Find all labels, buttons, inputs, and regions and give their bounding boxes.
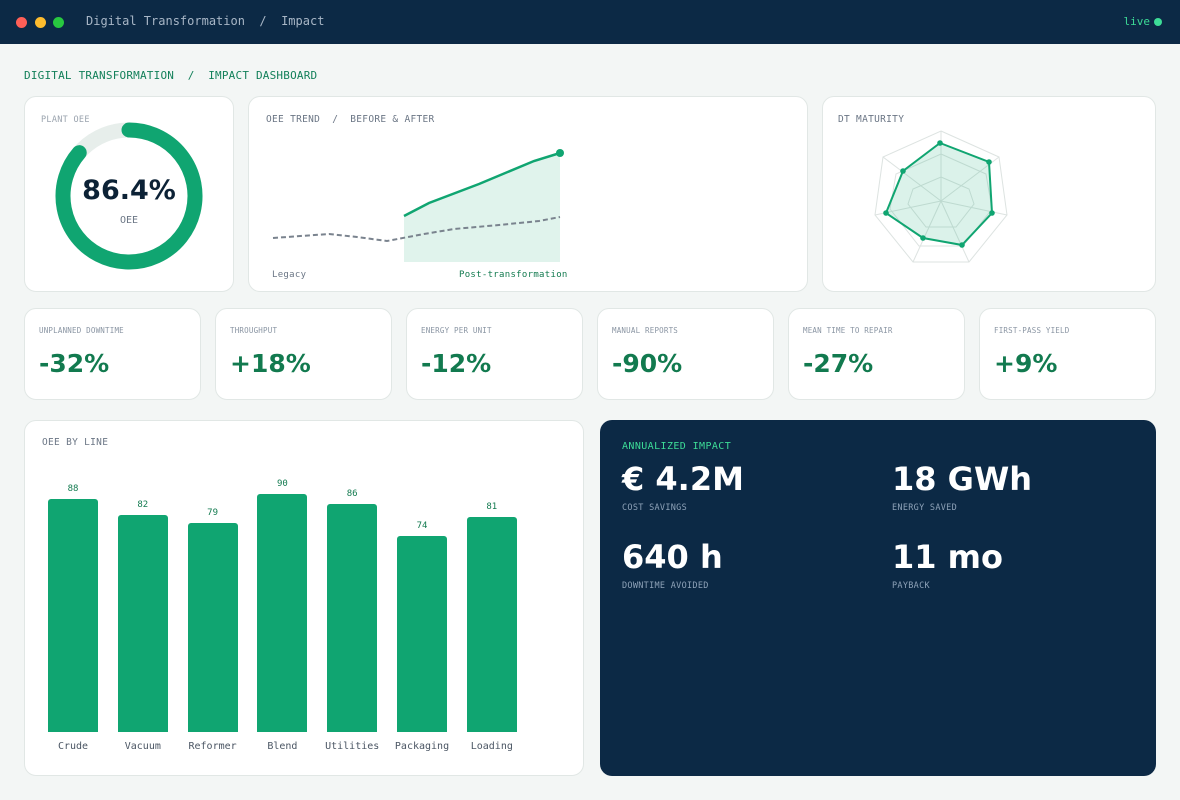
oee-donut-arc <box>55 122 203 270</box>
cost-savings-value: € 4.2M <box>622 460 744 498</box>
dt-maturity-title: DT MATURITY <box>838 114 905 125</box>
kpi-value: -27% <box>803 349 874 378</box>
live-status-dot-icon <box>1154 18 1162 26</box>
downtime-avoided-value: 640 h <box>622 538 723 576</box>
kpi-card-throughput: THROUGHPUT +18% <box>215 308 392 400</box>
plant-oee-title: PLANT OEE <box>41 115 90 125</box>
bar-category-label: Crude <box>57 741 89 752</box>
annualized-impact-title: ANNUALIZED IMPACT <box>622 441 732 452</box>
bar-utilities[interactable] <box>327 504 378 732</box>
trend-end-marker <box>556 149 564 157</box>
bar-crude[interactable] <box>48 498 98 732</box>
post-transformation-trend-line <box>403 151 561 218</box>
oee-value: 86.4% <box>82 175 176 206</box>
kpi-value: -90% <box>612 349 683 378</box>
bar-loading[interactable] <box>466 517 517 732</box>
kpi-card-mean-time-to-repair: MEAN TIME TO REPAIR -27% <box>788 308 965 400</box>
bar-value-label: 74 <box>416 520 428 531</box>
kpi-label: THROUGHPUT <box>230 326 278 335</box>
kpi-value: -32% <box>39 349 110 378</box>
oee-by-line-card: OEE BY LINE 88 Crude 82 Vacuum 79 Reformer 90 B… <box>24 420 584 776</box>
maximize-window-button[interactable] <box>53 17 64 28</box>
energy-saved-value: 18 GWh <box>892 460 1033 498</box>
dt-maturity-radar-chart <box>874 130 1008 263</box>
bar-value-label: 82 <box>137 499 149 510</box>
bar-value-label: 79 <box>207 507 219 518</box>
bar-reformer[interactable] <box>187 522 238 732</box>
oee-trend-chart <box>272 149 564 262</box>
window-titlebar: Digital Transformation / Impact live <box>0 0 1180 44</box>
payback-label: PAYBACK <box>892 581 930 591</box>
oee-donut-chart <box>55 122 203 270</box>
kpi-label: MANUAL REPORTS <box>612 326 679 335</box>
bar-value-label: 88 <box>67 483 79 494</box>
downtime-avoided-label: DOWNTIME AVOIDED <box>622 581 709 591</box>
maturity-score-polygon <box>884 141 994 247</box>
bar-category-label: Packaging <box>394 741 450 752</box>
oee-label: OEE <box>119 215 139 226</box>
kpi-label: UNPLANNED DOWNTIME <box>39 326 124 335</box>
annualized-impact-panel: ANNUALIZED IMPACT € 4.2M COST SAVINGS 18… <box>600 420 1156 776</box>
oee-trend-title: OEE TREND / BEFORE & AFTER <box>266 114 435 125</box>
bar-value-label: 90 <box>276 478 288 489</box>
page-breadcrumb: DIGITAL TRANSFORMATION / IMPACT DASHBOAR… <box>24 69 318 82</box>
bar-category-label: Blend <box>267 741 298 752</box>
bar-category-label: Loading <box>470 741 513 752</box>
bar-value-label: 81 <box>486 502 498 513</box>
bar-value-label: 86 <box>346 489 358 500</box>
kpi-value: -12% <box>421 349 492 378</box>
window-breadcrumb: Digital Transformation / Impact <box>86 14 325 28</box>
kpi-value: +9% <box>994 349 1058 378</box>
bar-category-label: Reformer <box>188 741 237 752</box>
kpi-label: MEAN TIME TO REPAIR <box>803 326 893 335</box>
kpi-label: FIRST-PASS YIELD <box>994 326 1070 335</box>
bar-category-label: Vacuum <box>124 741 161 752</box>
kpi-label: ENERGY PER UNIT <box>421 326 492 335</box>
cost-savings-label: COST SAVINGS <box>622 503 688 513</box>
bar-packaging[interactable] <box>397 535 447 732</box>
post-transformation-area <box>404 153 560 262</box>
bar-blend[interactable] <box>257 493 308 732</box>
kpi-card-first-pass-yield: FIRST-PASS YIELD +9% <box>979 308 1156 400</box>
kpi-card-energy-per-unit: ENERGY PER UNIT -12% <box>406 308 583 400</box>
payback-value: 11 mo <box>892 538 1003 576</box>
energy-saved-label: ENERGY SAVED <box>892 503 958 513</box>
bar-category-label: Utilities <box>325 741 380 752</box>
bar-vacuum[interactable] <box>117 514 168 732</box>
oee-trend-card: OEE TREND / BEFORE & AFTER Legacy Post-t… <box>248 96 808 292</box>
legacy-label: Legacy <box>272 270 307 280</box>
legacy-trend-line <box>272 216 561 243</box>
live-status-label: live <box>1123 15 1151 28</box>
kpi-value: +18% <box>230 349 311 378</box>
post-transformation-label: Post-transformation <box>459 270 568 280</box>
minimize-window-button[interactable] <box>35 17 46 28</box>
close-window-button[interactable] <box>16 17 27 28</box>
oee-by-line-title: OEE BY LINE <box>42 437 109 448</box>
plant-oee-card: PLANT OEE 86.4% OEE <box>24 96 234 292</box>
kpi-card-manual-reports: MANUAL REPORTS -90% <box>597 308 774 400</box>
kpi-card-unplanned-downtime: UNPLANNED DOWNTIME -32% <box>24 308 201 400</box>
dt-maturity-card: DT MATURITY <box>822 96 1156 292</box>
